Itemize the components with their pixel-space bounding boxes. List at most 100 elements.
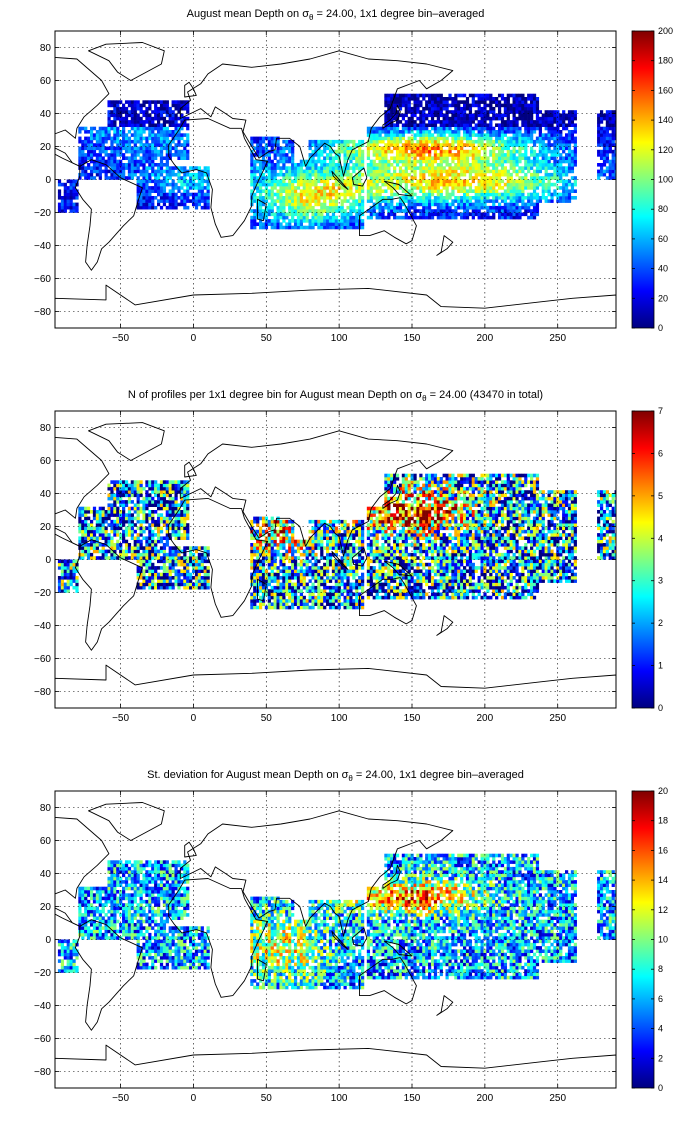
data-cell [159, 556, 164, 560]
data-cell [203, 205, 207, 210]
data-cell [320, 186, 324, 190]
data-cell [401, 179, 406, 184]
data-cell [308, 199, 312, 203]
data-cell [425, 199, 429, 203]
data-cell [384, 156, 388, 160]
data-cell [430, 192, 435, 197]
data-cell [98, 513, 102, 517]
data-cell [92, 533, 97, 537]
data-cell [122, 123, 126, 127]
data-cell [457, 159, 461, 164]
x-tick-label: 150 [404, 333, 421, 344]
data-cell [614, 169, 616, 174]
data-cell [186, 149, 190, 154]
data-cell [168, 559, 172, 564]
data-cell [515, 163, 519, 167]
data-cell [442, 97, 446, 101]
data-cell [361, 199, 365, 203]
data-cell [168, 153, 172, 157]
data-cell [445, 116, 449, 121]
data-cell [288, 166, 292, 170]
data-cell [419, 149, 423, 154]
data-cell [168, 130, 172, 134]
data-cell [145, 176, 149, 180]
data-cell [162, 196, 167, 200]
data-cell [127, 519, 132, 524]
data-cell [191, 202, 196, 207]
data-cell [372, 169, 376, 174]
data-cell [436, 136, 440, 141]
data-cell [154, 116, 158, 121]
data-cell [154, 205, 158, 210]
data-cell [186, 153, 190, 157]
data-cell [524, 182, 528, 187]
data-cell [130, 500, 134, 504]
data-cell [535, 179, 540, 184]
data-cell [92, 166, 97, 170]
data-cell [194, 172, 199, 177]
data-cell [425, 159, 429, 164]
data-cell [454, 163, 458, 167]
data-cell [87, 523, 91, 527]
data-cell [107, 153, 111, 157]
data-cell [361, 156, 365, 160]
data-cell [84, 552, 88, 557]
data-cell [148, 179, 152, 184]
data-cell [311, 166, 315, 170]
data-cell [378, 149, 382, 154]
data-cell [116, 483, 120, 488]
data-cell [489, 116, 493, 121]
data-cell [197, 176, 202, 180]
data-cell [375, 136, 379, 141]
data-cell [565, 172, 569, 177]
data-cell [174, 546, 178, 550]
data-cell [515, 126, 519, 131]
data-cell [515, 103, 519, 108]
data-cell [145, 146, 149, 151]
data-cell [500, 215, 505, 220]
data-cell [416, 126, 420, 131]
data-cell [78, 539, 82, 544]
data-cell [87, 143, 91, 147]
data-cell [95, 523, 100, 527]
data-cell [273, 163, 277, 167]
data-cell [136, 536, 140, 540]
data-cell [331, 189, 336, 193]
data-cell [535, 103, 540, 108]
data-cell [483, 212, 487, 217]
data-cell [148, 143, 152, 147]
data-cell [599, 136, 604, 141]
data-cell [174, 146, 178, 151]
data-cell [463, 163, 467, 167]
data-cell [544, 116, 548, 121]
data-cell [457, 205, 461, 210]
data-cell [113, 176, 117, 180]
data-cell [419, 172, 423, 177]
data-cell [69, 559, 73, 564]
data-cell [78, 153, 82, 157]
data-cell [390, 110, 394, 114]
data-cell [145, 536, 149, 540]
data-cell [95, 153, 100, 157]
data-cell [66, 582, 70, 587]
data-cell [177, 556, 181, 560]
data-cell [381, 179, 385, 184]
data-cell [361, 182, 365, 187]
data-cell [168, 513, 172, 517]
data-cell [273, 169, 277, 174]
data-cell [183, 143, 187, 147]
data-cell [544, 120, 548, 124]
data-cell [565, 182, 569, 187]
data-cell [162, 566, 167, 570]
data-cell [614, 110, 616, 114]
data-cell [486, 126, 490, 131]
data-cell [57, 179, 62, 184]
data-cell [98, 516, 102, 521]
data-cell [270, 205, 274, 210]
data-cell [148, 106, 152, 111]
data-cell [521, 143, 525, 147]
data-cell [285, 143, 289, 147]
data-cell [483, 202, 487, 207]
data-cell [101, 136, 105, 141]
data-cell [174, 205, 178, 210]
